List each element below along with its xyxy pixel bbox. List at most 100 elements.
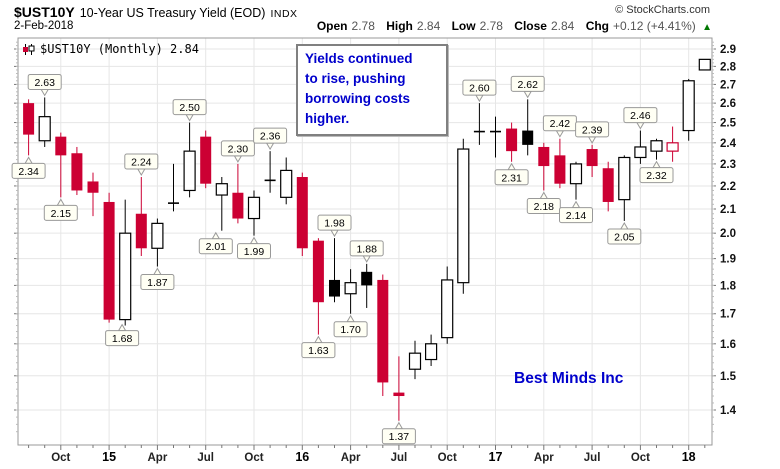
- quote-summary: Open 2.78 High 2.84 Low 2.78 Close 2.84 Chg +…: [309, 19, 712, 33]
- svg-text:1.98: 1.98: [324, 218, 345, 230]
- y-axis-label: 2.5: [720, 118, 737, 130]
- candle-may-2016: [361, 263, 373, 308]
- price-label: 2.50: [172, 99, 207, 122]
- y-axis-label: 2.7: [720, 79, 736, 91]
- y-axis-label: 1.4: [720, 405, 737, 417]
- candle-jan-2016: [296, 172, 308, 257]
- svg-text:2.15: 2.15: [51, 208, 72, 220]
- candle-aug-2014: [23, 99, 35, 156]
- x-axis-label: Apr: [534, 452, 554, 464]
- candlestick-icon: [23, 43, 35, 55]
- x-axis-label: Oct: [244, 452, 263, 464]
- price-label: 2.05: [607, 221, 642, 245]
- x-axis-label: Apr: [147, 452, 167, 464]
- candle-nov-2016: [457, 138, 470, 294]
- y-axis-label: 1.6: [720, 339, 736, 351]
- svg-text:1.37: 1.37: [389, 431, 410, 443]
- candle-mar-2017: [522, 99, 534, 156]
- candle-oct-2014: [55, 132, 67, 198]
- plot-border: [17, 37, 713, 446]
- chart-date: 2-Feb-2018: [14, 20, 74, 32]
- candle-sep-2015: [232, 163, 244, 224]
- x-axis-label: 16: [295, 450, 309, 464]
- price-label: 1.70: [333, 314, 368, 338]
- candle-sep-2016: [425, 334, 438, 366]
- price-label: 2.32: [639, 160, 674, 184]
- y-axis-label: 2.3: [720, 159, 736, 171]
- price-label: 1.98: [317, 214, 352, 238]
- open-value: 2.78: [351, 19, 375, 33]
- candle-jun-2015: [183, 122, 196, 198]
- svg-text:2.05: 2.05: [614, 231, 635, 243]
- plot-legend: $UST10Y (Monthly) 2.84: [22, 42, 199, 56]
- candle-jul-2016: [393, 356, 405, 421]
- price-label: 2.63: [27, 73, 62, 97]
- svg-text:2.31: 2.31: [501, 172, 522, 184]
- price-label: 2.46: [623, 107, 658, 130]
- candle-nov-2015: [264, 151, 276, 193]
- y-axis-label: 1.9: [720, 254, 736, 266]
- candle-mar-2016: [329, 238, 340, 303]
- svg-text:2.24: 2.24: [131, 157, 152, 169]
- candle-may-2017: [554, 138, 566, 189]
- candle-aug-2016: [408, 340, 422, 380]
- candle-feb-2016: [312, 238, 324, 335]
- candle-oct-2015: [247, 190, 261, 236]
- x-axis-label: 15: [102, 450, 116, 464]
- candle-oct-2017: [634, 130, 647, 164]
- symbol-ticker: $UST10Y: [14, 4, 75, 20]
- y-axis-label: 2.6: [720, 98, 736, 110]
- y-axis-label: 2.0: [720, 228, 736, 240]
- svg-text:1.88: 1.88: [356, 243, 377, 255]
- candle-feb-2017: [506, 122, 518, 162]
- x-axis-label: Jul: [584, 452, 601, 464]
- candle-dec-2016: [473, 103, 485, 145]
- price-label: 2.34: [11, 156, 46, 179]
- candle-aug-2017: [602, 161, 614, 212]
- svg-text:2.62: 2.62: [517, 79, 538, 91]
- chg-value: +0.12 (+4.41%): [613, 19, 696, 33]
- x-axis-label: Oct: [631, 452, 650, 464]
- price-label: 2.14: [559, 200, 593, 224]
- y-axis-label: 1.8: [720, 280, 737, 292]
- candle-feb-2018: [698, 58, 711, 71]
- svg-text:1.99: 1.99: [244, 246, 265, 258]
- candle-apr-2016: [344, 269, 357, 314]
- candle-sep-2017: [618, 155, 631, 221]
- svg-text:1.68: 1.68: [112, 333, 133, 345]
- price-label: 2.39: [575, 121, 610, 144]
- svg-text:2.42: 2.42: [550, 118, 571, 130]
- svg-text:2.63: 2.63: [34, 77, 55, 89]
- y-axis-label: 2.4: [720, 138, 737, 150]
- price-label: 2.60: [462, 79, 497, 103]
- close-label: Close: [514, 19, 547, 33]
- price-label: 2.24: [124, 153, 159, 176]
- annotation-line: borrowing costs: [305, 91, 411, 106]
- stockcharts-copyright-link[interactable]: © StockCharts.com: [615, 4, 710, 16]
- open-label: Open: [316, 19, 348, 33]
- candle-nov-2014: [71, 146, 83, 196]
- price-label: 2.31: [494, 162, 529, 186]
- price-label: 1.88: [349, 240, 384, 263]
- annotation-line: higher.: [305, 111, 350, 126]
- svg-text:1.70: 1.70: [340, 324, 361, 336]
- legend-text: $UST10Y (Monthly) 2.84: [40, 42, 199, 56]
- price-label: 1.68: [105, 323, 140, 347]
- candle-jul-2017: [586, 144, 598, 178]
- x-axis-label: 17: [489, 450, 503, 464]
- price-label: 2.15: [43, 198, 78, 221]
- y-axis-label: 2.8: [720, 61, 737, 73]
- svg-text:2.36: 2.36: [260, 131, 281, 143]
- svg-text:2.60: 2.60: [469, 83, 490, 95]
- y-axis-label: 2.1: [720, 204, 737, 216]
- price-label: 1.87: [140, 267, 175, 290]
- svg-text:1.63: 1.63: [308, 345, 329, 357]
- price-label: 2.62: [510, 75, 545, 99]
- candle-sep-2014: [38, 97, 51, 147]
- candle-jan-2015: [103, 192, 115, 323]
- candle-dec-2015: [280, 157, 293, 205]
- x-axis-label: 18: [682, 450, 696, 464]
- y-axis-label: 1.7: [720, 309, 736, 321]
- high-value: 2.84: [416, 19, 441, 33]
- chg-label: Chg: [585, 19, 610, 33]
